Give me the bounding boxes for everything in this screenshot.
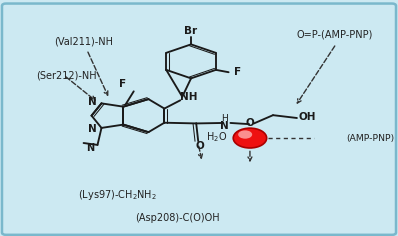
Circle shape <box>238 130 252 139</box>
Text: (Lys97)-CH$_2$NH$_2$: (Lys97)-CH$_2$NH$_2$ <box>78 188 157 202</box>
Circle shape <box>233 128 267 148</box>
Text: N: N <box>86 143 94 153</box>
Text: H$_2$O: H$_2$O <box>206 130 227 144</box>
Text: O: O <box>246 118 254 128</box>
Text: (AMP-PNP): (AMP-PNP) <box>346 134 394 143</box>
Text: NH: NH <box>179 92 197 102</box>
Text: (Asp208)-C(O)OH: (Asp208)-C(O)OH <box>135 213 219 223</box>
Text: N: N <box>88 124 97 134</box>
Text: Br: Br <box>185 26 197 36</box>
Text: OH: OH <box>298 112 316 122</box>
Text: O=P-(AMP-PNP): O=P-(AMP-PNP) <box>296 29 373 39</box>
Text: (Ser212)-NH: (Ser212)-NH <box>36 71 96 80</box>
Text: F: F <box>234 67 241 77</box>
Text: O: O <box>195 141 204 151</box>
Text: (Val211)-NH: (Val211)-NH <box>54 36 113 46</box>
Text: N: N <box>88 97 97 107</box>
Text: F: F <box>119 79 126 89</box>
Text: H: H <box>222 114 228 123</box>
Text: N: N <box>220 121 229 131</box>
